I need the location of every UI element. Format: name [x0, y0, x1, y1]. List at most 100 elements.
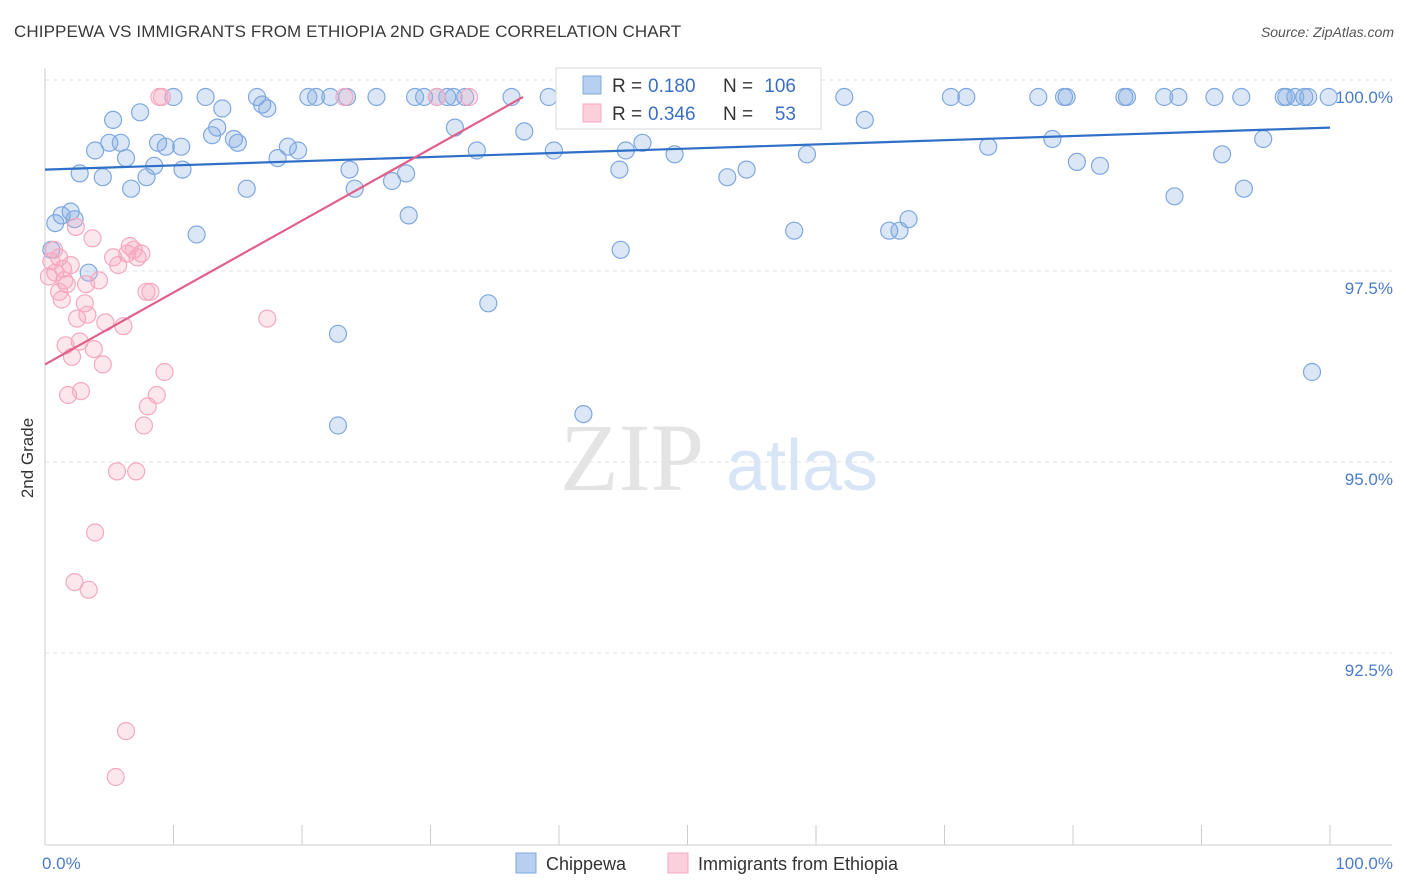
y-tick-label-1: 97.5%	[1345, 279, 1393, 298]
series-1	[39, 87, 479, 787]
stats-r-label-1: R =	[612, 76, 642, 97]
watermark-zip: ZIP	[560, 404, 704, 511]
point-0-44	[367, 87, 386, 107]
point-0-36	[299, 87, 318, 107]
trend-lines	[44, 96, 1331, 366]
legend-swatch-ethiopia	[667, 852, 689, 874]
point-0-47	[399, 206, 418, 225]
point-0-73	[718, 168, 737, 187]
point-0-68	[633, 133, 652, 152]
point-0-87	[1043, 129, 1062, 149]
point-0-79	[855, 110, 874, 130]
stats-r-value-ethiopia: 0.346	[648, 104, 696, 125]
point-0-95	[1165, 187, 1184, 206]
point-0-54	[456, 87, 475, 107]
point-1-26	[89, 271, 109, 290]
point-0-26	[213, 99, 232, 118]
point-1-21	[78, 305, 97, 324]
point-0-74	[737, 160, 756, 179]
point-1-52	[460, 87, 479, 107]
point-1-16	[67, 309, 87, 328]
y-tick-labels: 100.0% 97.5% 95.0% 92.5%	[1335, 88, 1393, 680]
point-0-39	[328, 324, 348, 343]
point-0-105	[1295, 87, 1314, 107]
legend-label-chippewa: Chippewa	[546, 854, 627, 874]
point-1-23	[83, 229, 102, 248]
point-0-20	[172, 137, 191, 156]
point-0-25	[208, 118, 227, 137]
y-axis-label: 2nd Grade	[18, 418, 37, 498]
point-0-90	[1067, 152, 1087, 171]
point-0-77	[797, 145, 817, 164]
point-0-94	[1155, 87, 1174, 107]
point-0-66	[610, 160, 629, 179]
x-tick-label-1: 100.0%	[1335, 854, 1393, 873]
point-0-51	[438, 87, 457, 107]
point-0-14	[131, 103, 150, 122]
point-0-107	[1302, 362, 1322, 382]
point-0-40	[328, 416, 348, 435]
point-1-34	[116, 721, 136, 741]
axes	[44, 68, 1392, 846]
point-0-4	[65, 210, 84, 229]
point-0-91	[1090, 156, 1110, 175]
point-1-27	[93, 355, 112, 374]
legend-label-ethiopia: Immigrants from Ethiopia	[698, 854, 899, 874]
point-0-45	[382, 171, 402, 191]
point-0-46	[397, 164, 416, 183]
point-0-53	[445, 118, 464, 137]
point-1-22	[79, 580, 98, 599]
stats-n-label-1: N =	[723, 76, 753, 97]
point-0-29	[237, 179, 256, 198]
point-0-60	[544, 141, 564, 160]
point-0-93	[1117, 87, 1137, 107]
point-0-18	[156, 137, 175, 156]
x-tick-label-0: 0.0%	[42, 854, 81, 873]
point-0-76	[785, 221, 804, 240]
stats-swatch-ethiopia	[582, 103, 602, 123]
point-0-62	[574, 405, 593, 424]
point-0-35	[289, 141, 308, 160]
point-0-8	[93, 168, 112, 187]
stats-swatch-chippewa	[582, 75, 602, 95]
point-0-10	[103, 110, 123, 130]
trend-line-0	[44, 126, 1331, 171]
point-0-89	[1057, 87, 1076, 107]
point-0-32	[258, 99, 277, 118]
y-tick-label-2: 95.0%	[1345, 470, 1393, 489]
watermark-atlas: atlas	[726, 426, 878, 506]
point-1-41	[134, 416, 153, 435]
legend-swatch-chippewa	[515, 852, 537, 874]
point-1-12	[61, 256, 80, 275]
point-1-51	[427, 87, 446, 107]
grid-lines	[45, 79, 1392, 654]
point-1-40	[132, 244, 151, 263]
point-0-108	[1319, 87, 1338, 107]
point-0-82	[899, 210, 918, 229]
point-1-49	[258, 309, 277, 328]
point-0-56	[479, 294, 498, 313]
point-1-25	[85, 523, 105, 542]
point-0-6	[79, 263, 98, 282]
point-0-21	[173, 160, 192, 179]
stats-box: R = 0.180 N = 106 R = 0.346 N = 53	[555, 67, 822, 130]
point-1-10	[57, 275, 76, 294]
stats-r-label-2: R =	[612, 104, 642, 125]
point-0-85	[979, 137, 998, 156]
point-0-84	[957, 87, 976, 107]
point-1-31	[107, 462, 127, 481]
point-1-24	[84, 340, 103, 359]
point-1-47	[152, 87, 171, 107]
point-1-30	[106, 767, 125, 787]
point-1-19	[75, 294, 94, 313]
point-1-44	[141, 282, 160, 301]
point-0-28	[228, 133, 247, 152]
point-0-11	[111, 133, 130, 152]
point-1-38	[127, 462, 146, 481]
x-tick-labels: 0.0% 100.0%	[42, 854, 1393, 873]
point-0-106	[1299, 87, 1318, 107]
series-0	[42, 87, 1338, 435]
stats-n-label-2: N =	[723, 104, 753, 125]
point-1-42	[137, 282, 156, 301]
